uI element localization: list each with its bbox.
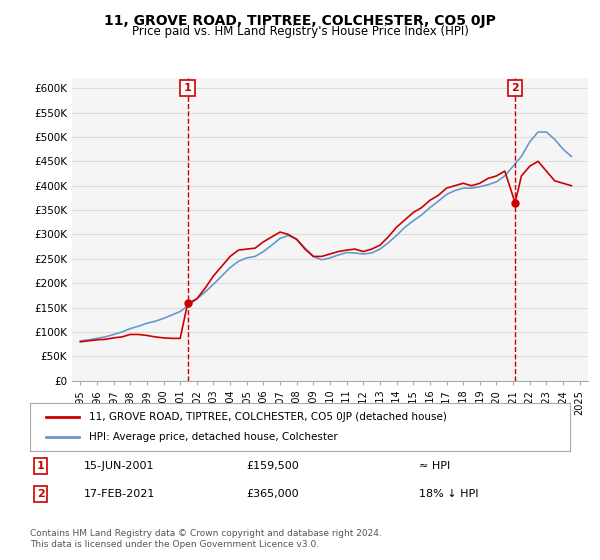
Text: 2: 2 (37, 489, 44, 499)
Text: 11, GROVE ROAD, TIPTREE, COLCHESTER, CO5 0JP (detached house): 11, GROVE ROAD, TIPTREE, COLCHESTER, CO5… (89, 412, 447, 422)
Text: 15-JUN-2001: 15-JUN-2001 (84, 461, 155, 471)
Text: ≈ HPI: ≈ HPI (419, 461, 450, 471)
Text: £365,000: £365,000 (246, 489, 299, 499)
Text: HPI: Average price, detached house, Colchester: HPI: Average price, detached house, Colc… (89, 432, 338, 442)
Text: 1: 1 (184, 83, 191, 93)
Text: Contains HM Land Registry data © Crown copyright and database right 2024.
This d: Contains HM Land Registry data © Crown c… (30, 529, 382, 549)
Text: 18% ↓ HPI: 18% ↓ HPI (419, 489, 478, 499)
Text: 17-FEB-2021: 17-FEB-2021 (84, 489, 155, 499)
Text: 2: 2 (511, 83, 519, 93)
Text: 1: 1 (37, 461, 44, 471)
Text: Price paid vs. HM Land Registry's House Price Index (HPI): Price paid vs. HM Land Registry's House … (131, 25, 469, 38)
Text: 11, GROVE ROAD, TIPTREE, COLCHESTER, CO5 0JP: 11, GROVE ROAD, TIPTREE, COLCHESTER, CO5… (104, 14, 496, 28)
Text: £159,500: £159,500 (246, 461, 299, 471)
